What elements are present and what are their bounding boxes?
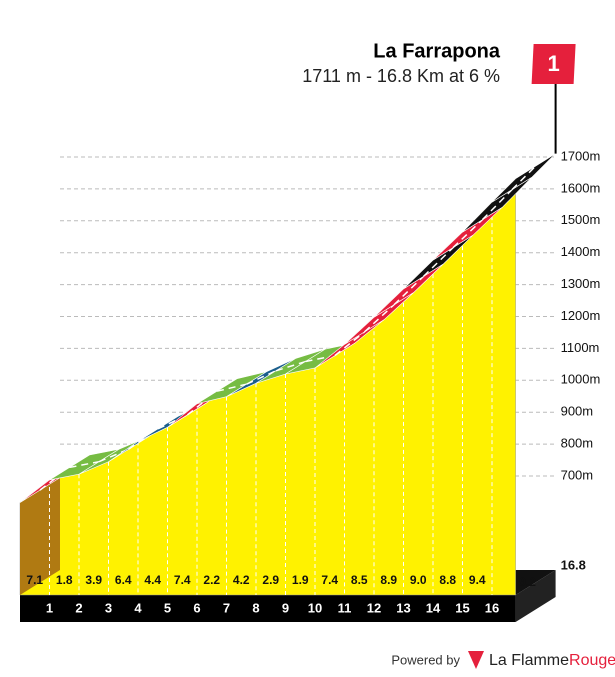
km-label: 11 xyxy=(338,600,352,615)
center-dash xyxy=(452,219,484,249)
y-tick-label: 800m xyxy=(561,436,594,451)
km-label: 7 xyxy=(223,600,230,615)
km-label: 12 xyxy=(367,600,381,615)
profile-face xyxy=(19,178,516,596)
center-dash xyxy=(363,304,395,333)
brand: La FlammeRouge xyxy=(489,652,615,669)
gradient-label: 3.9 xyxy=(85,573,102,587)
y-tick-label: 1500m xyxy=(561,212,601,227)
y-tick-label: 900m xyxy=(561,404,594,419)
gradient-label: 6.4 xyxy=(115,573,132,587)
distance-label: 16.8 xyxy=(561,557,586,572)
powered-by: Powered by xyxy=(391,652,460,667)
y-tick-label: 1000m xyxy=(561,372,601,387)
km-label: 2 xyxy=(75,600,82,615)
gradient-label: 8.8 xyxy=(439,573,456,587)
center-dash xyxy=(69,460,100,469)
center-dash xyxy=(187,390,218,416)
km-label: 14 xyxy=(426,600,441,615)
gradient-label: 1.8 xyxy=(56,573,73,587)
gradient-label: 7.1 xyxy=(26,573,43,587)
gradient-label: 2.9 xyxy=(262,573,279,587)
gradient-label: 4.4 xyxy=(144,573,161,587)
logo-icon xyxy=(468,651,484,669)
center-dash xyxy=(511,165,537,191)
brand-a: La Flamme xyxy=(489,652,569,669)
gradient-label: 7.4 xyxy=(321,573,338,587)
center-dash xyxy=(393,275,425,306)
km-label: 16 xyxy=(485,600,499,615)
chart-title: La Farrapona xyxy=(373,40,501,62)
center-dash xyxy=(246,370,277,385)
y-tick-label: 1400m xyxy=(561,244,601,259)
gradient-label: 2.2 xyxy=(203,573,220,587)
km-label: 1 xyxy=(46,600,53,615)
center-dash xyxy=(334,331,365,357)
km-label: 9 xyxy=(282,600,289,615)
gradient-label: 4.2 xyxy=(233,573,250,587)
center-dash xyxy=(275,360,306,372)
km-label: 6 xyxy=(193,600,200,615)
y-tick-label: 1200m xyxy=(561,308,601,323)
y-tick-label: 1700m xyxy=(561,148,601,163)
gradient-label: 9.2 xyxy=(519,575,536,589)
km-label: 10 xyxy=(308,600,322,615)
center-dash xyxy=(216,383,247,392)
brand-b: Rouge xyxy=(569,652,615,669)
km-label: 13 xyxy=(396,600,410,615)
gradient-label: 1.9 xyxy=(292,573,309,587)
chart-subtitle: 1711 m - 16.8 Km at 6 % xyxy=(302,66,500,86)
base-front xyxy=(20,595,516,622)
gradient-label: 8.9 xyxy=(380,573,397,587)
y-tick-label: 1600m xyxy=(561,180,601,195)
climb-category: 1 xyxy=(547,51,559,76)
center-dash xyxy=(422,247,454,277)
plot: 700m 800m 900m 1000m 1100m 1200m 1300m 1400m 150… xyxy=(19,44,601,622)
base-side xyxy=(515,570,556,622)
gradient-label: 7.4 xyxy=(174,573,191,587)
km-label: 5 xyxy=(164,600,171,615)
km-label: 8 xyxy=(252,600,259,615)
km-label: 4 xyxy=(134,600,142,615)
km-label: 3 xyxy=(105,600,112,615)
gradient-label: 9.4 xyxy=(469,573,486,587)
km-label: 15 xyxy=(455,600,469,615)
y-tick-label: 1300m xyxy=(561,276,601,291)
gradient-label: 8.5 xyxy=(351,573,368,587)
y-tick-label: 1100m xyxy=(561,340,600,355)
flag xyxy=(531,44,576,84)
gradient-label: 9.0 xyxy=(410,573,427,587)
y-tick-label: 700m xyxy=(561,467,594,482)
